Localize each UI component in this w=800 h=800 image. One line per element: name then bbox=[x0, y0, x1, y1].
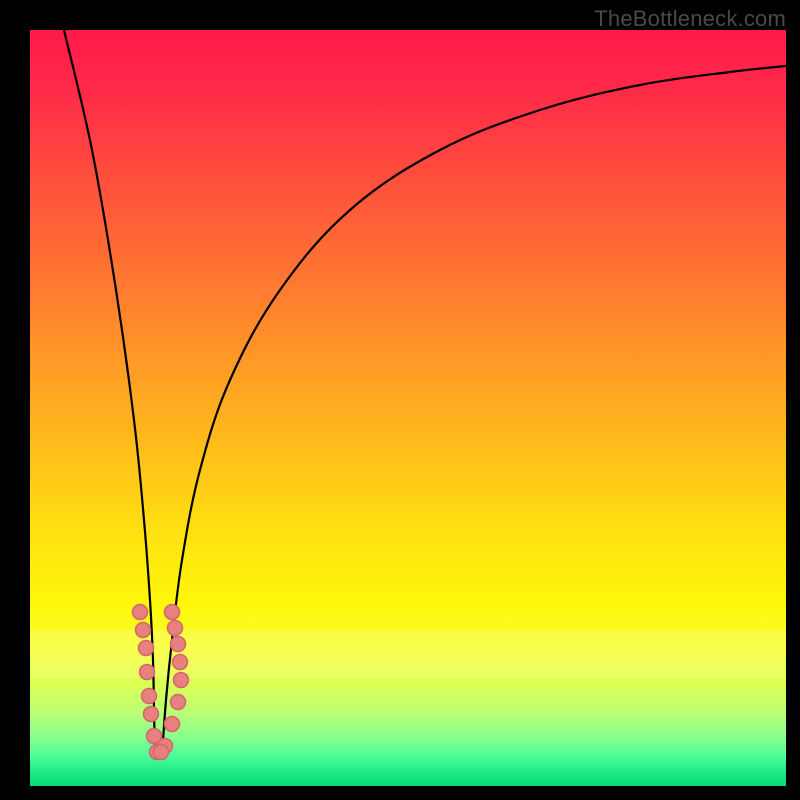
chart-container: TheBottleneck.com bbox=[0, 0, 800, 800]
data-marker bbox=[133, 605, 148, 620]
data-marker bbox=[171, 695, 186, 710]
data-marker bbox=[139, 641, 154, 656]
watermark-text: TheBottleneck.com bbox=[594, 6, 786, 32]
data-marker bbox=[165, 717, 180, 732]
plot-area bbox=[30, 30, 786, 786]
data-marker bbox=[140, 665, 155, 680]
curve-right bbox=[162, 66, 786, 756]
data-marker bbox=[171, 637, 186, 652]
data-marker bbox=[144, 707, 159, 722]
data-marker bbox=[136, 623, 151, 638]
markers-left bbox=[133, 605, 165, 760]
data-marker bbox=[165, 605, 180, 620]
data-marker bbox=[154, 745, 169, 760]
curves-layer bbox=[30, 30, 786, 786]
data-marker bbox=[174, 673, 189, 688]
data-marker bbox=[173, 655, 188, 670]
data-marker bbox=[142, 689, 157, 704]
data-marker bbox=[168, 621, 183, 636]
